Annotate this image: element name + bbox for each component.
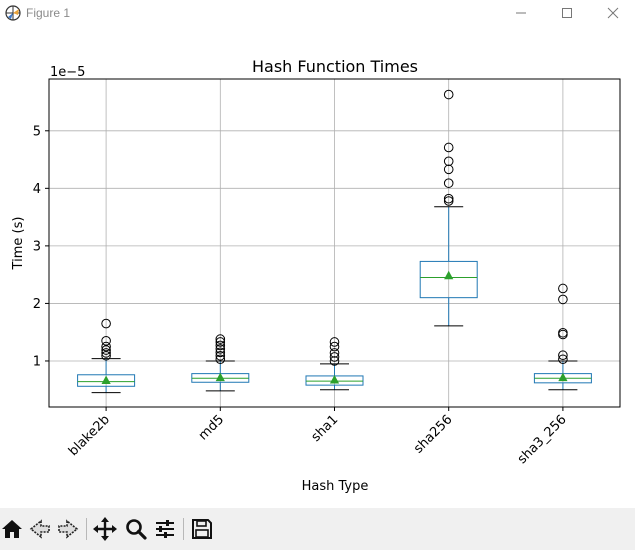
outlier-point: [443, 193, 454, 204]
figure-canvas: Hash Function Times 1e−5 Time (s) Hash T…: [0, 26, 635, 508]
outlier-point: [101, 345, 111, 355]
minimize-icon: [516, 12, 526, 14]
outlier-point: [215, 347, 226, 358]
y-tick-label: 1: [33, 354, 41, 369]
save-icon: [192, 519, 212, 539]
outlier-point: [215, 334, 226, 344]
outlier-point: [558, 283, 568, 294]
mean-marker: [215, 372, 225, 382]
outlier-point: [101, 348, 111, 358]
outlier-point: [215, 340, 226, 351]
outlier-point: [329, 348, 340, 358]
box-md5: [191, 334, 250, 392]
y-tick-label: 2: [33, 297, 41, 312]
outlier-point: [443, 164, 454, 175]
back-button[interactable]: [28, 517, 52, 541]
mean-marker: [444, 270, 454, 280]
navigation-toolbar: [0, 508, 635, 550]
y-axis-label: Time (s): [11, 217, 26, 271]
y-tick-label: 5: [33, 124, 41, 139]
maximize-icon: [562, 8, 572, 18]
home-button[interactable]: [0, 517, 24, 541]
outlier-point: [558, 350, 568, 361]
x-tick-label: blake2b: [66, 412, 113, 459]
box-blake2b: [77, 318, 136, 394]
outlier-point: [443, 196, 454, 206]
configure-subplots-icon: [156, 520, 174, 538]
y-tick-label: 3: [33, 239, 41, 254]
outlier-point: [329, 337, 340, 347]
minimize-button[interactable]: [498, 0, 544, 26]
zoom-icon: [126, 519, 147, 540]
close-icon: [607, 7, 619, 19]
window-title: Figure 1: [26, 6, 71, 20]
forward-arrow-icon: [58, 519, 79, 539]
toolbar-separator: [86, 518, 87, 540]
outlier-point: [215, 337, 226, 347]
box-sha1: [305, 337, 364, 391]
outlier-point: [443, 142, 454, 153]
outlier-point: [101, 341, 111, 352]
box-sha3_256: [533, 283, 592, 391]
app-icon: [5, 5, 21, 21]
x-axis-label: Hash Type: [302, 479, 369, 494]
chart-title: Hash Function Times: [252, 57, 418, 76]
x-tick-label: sha3_256: [515, 412, 570, 467]
pan-icon: [93, 517, 117, 541]
x-tick-label: md5: [196, 412, 227, 443]
box-sha256: [419, 89, 478, 327]
pan-button[interactable]: [93, 517, 117, 541]
toolbar-separator: [183, 518, 184, 540]
zoom-button[interactable]: [124, 517, 148, 541]
outlier-point: [443, 178, 454, 188]
mean-marker: [329, 374, 340, 384]
box-body: [77, 374, 136, 387]
close-button[interactable]: [590, 0, 635, 26]
outlier-point: [215, 350, 226, 361]
configure-subplots-button[interactable]: [153, 517, 177, 541]
forward-button[interactable]: [56, 517, 80, 541]
x-tick-label: sha256: [411, 412, 455, 456]
window-titlebar: Figure 1: [0, 0, 635, 26]
y-axis-offset-label: 1e−5: [50, 65, 85, 80]
outlier-point: [558, 294, 568, 305]
outlier-point: [215, 344, 226, 354]
outlier-point: [329, 352, 340, 362]
outlier-point: [443, 156, 454, 167]
mean-marker: [558, 372, 568, 382]
box-plot-chart: Hash Function Times 1e−5 Time (s) Hash T…: [11, 57, 621, 494]
outlier-point: [558, 354, 568, 365]
mean-marker: [101, 375, 111, 385]
home-icon: [2, 520, 22, 538]
outlier-point: [101, 350, 111, 361]
y-tick-label: 4: [33, 182, 41, 197]
back-arrow-icon: [29, 519, 50, 539]
outlier-point: [215, 354, 226, 365]
outlier-point: [329, 356, 340, 366]
x-tick-label: sha1: [309, 412, 342, 445]
outlier-point: [443, 89, 454, 100]
maximize-button[interactable]: [544, 0, 590, 26]
box-body: [419, 260, 478, 299]
outlier-point: [558, 327, 568, 338]
outlier-point: [101, 336, 111, 346]
save-button[interactable]: [190, 517, 214, 541]
outlier-point: [101, 318, 111, 329]
outlier-point: [329, 341, 340, 352]
